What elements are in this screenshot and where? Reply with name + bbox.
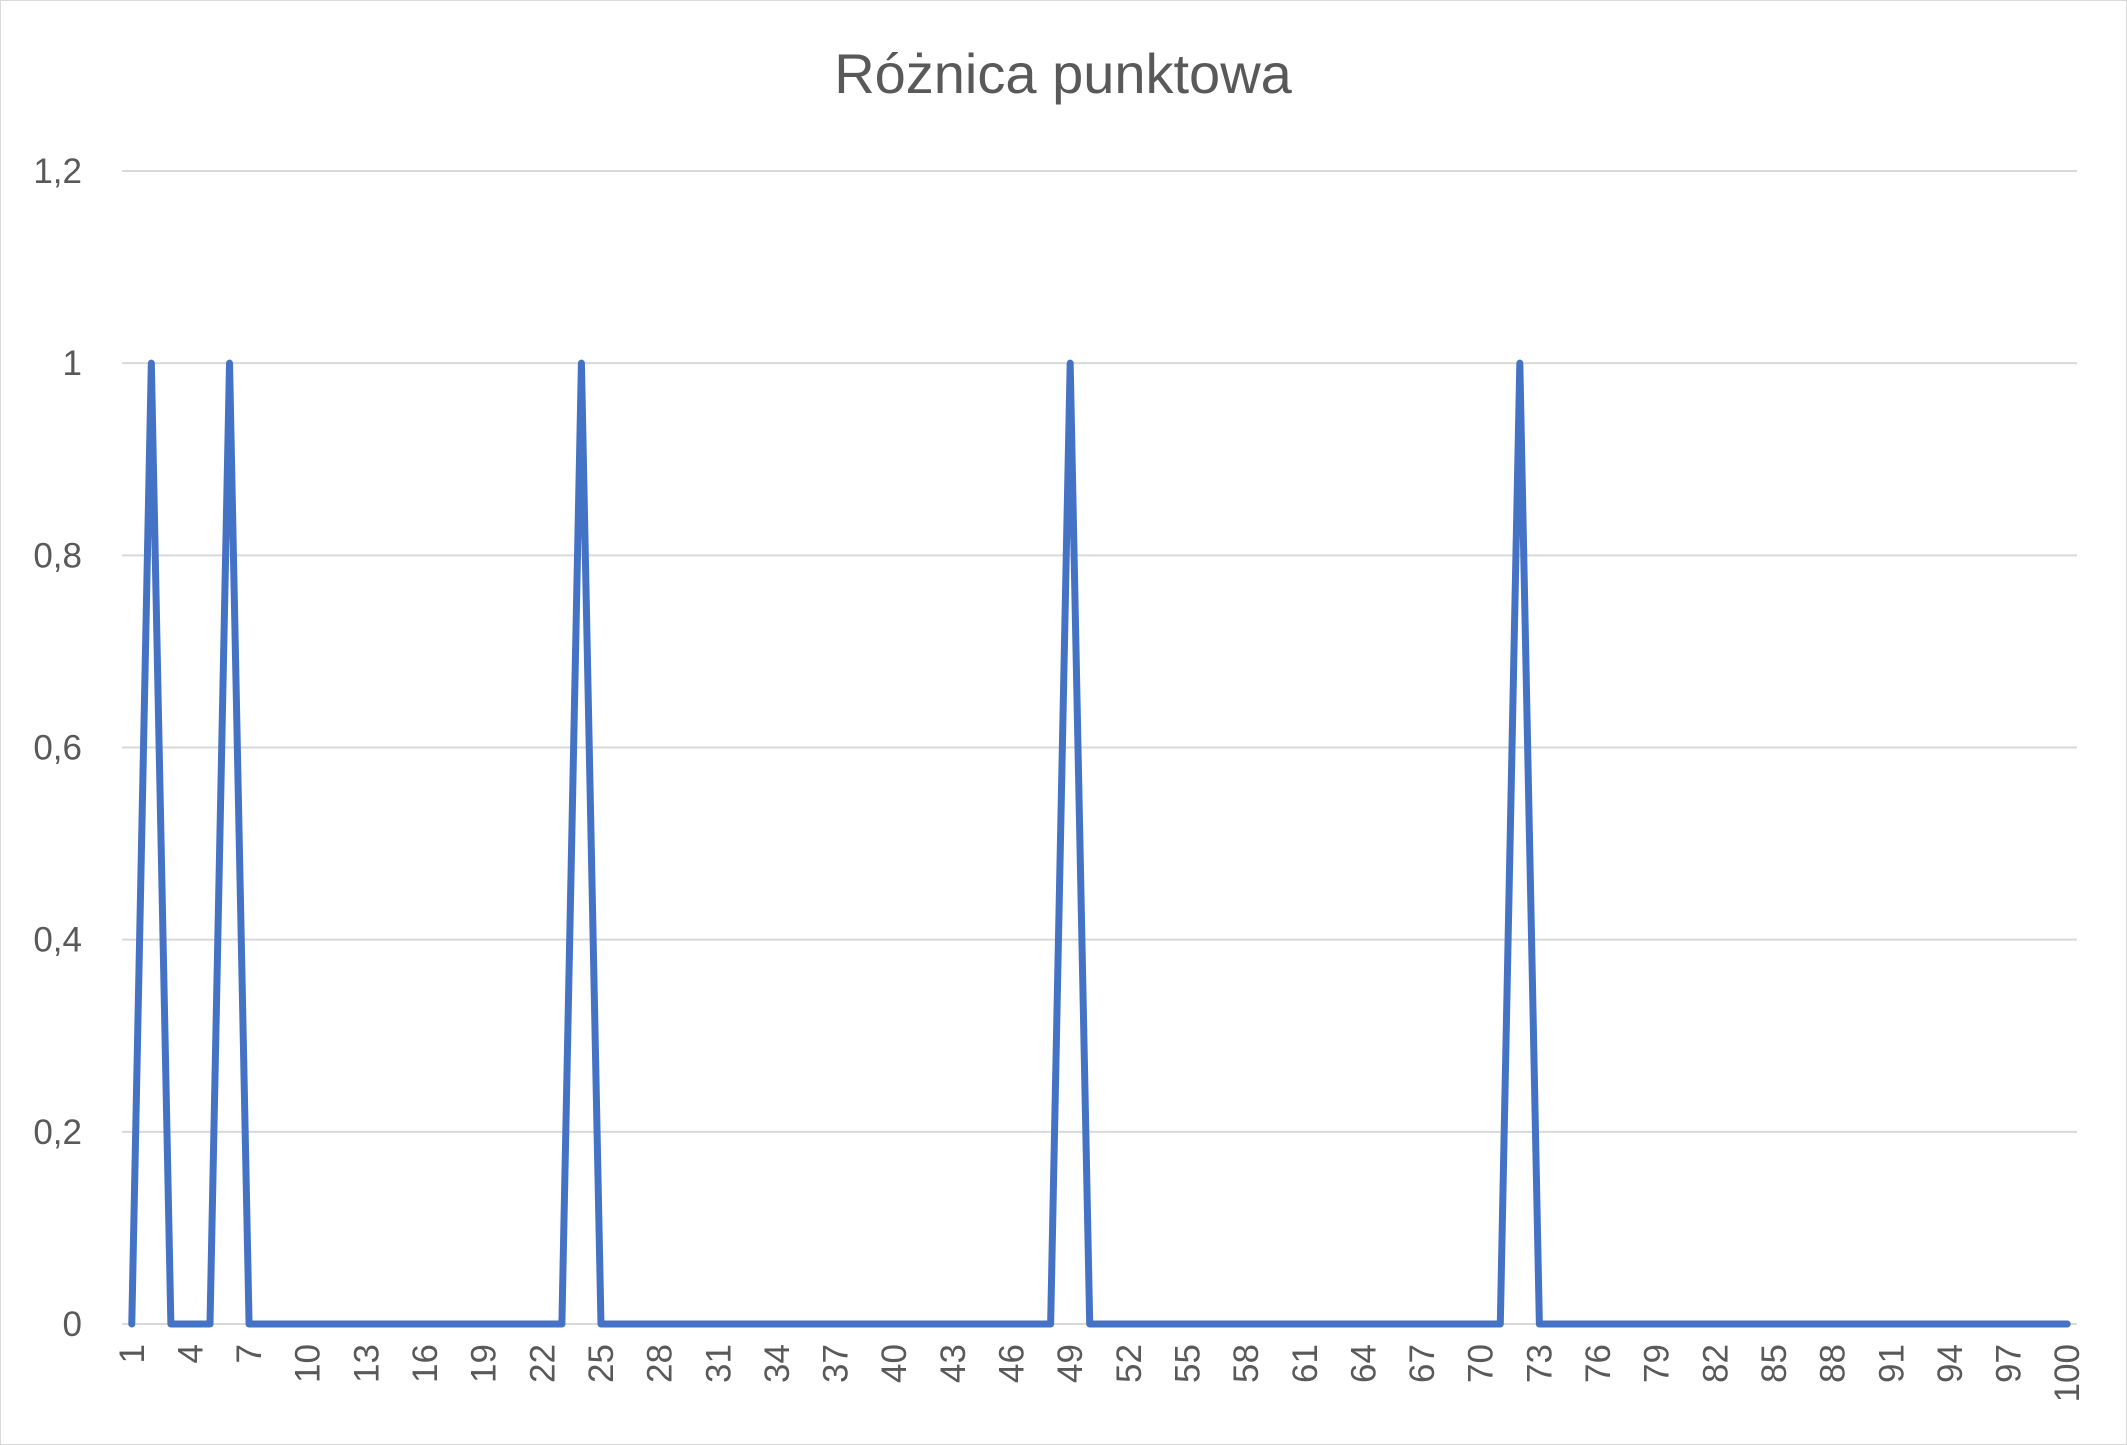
y-tick-label: 0,4 <box>33 921 82 960</box>
x-tick-label: 76 <box>1579 1344 1618 1383</box>
x-tick-label: 82 <box>1696 1344 1735 1383</box>
x-tick-label: 16 <box>406 1344 445 1383</box>
x-tick-label: 88 <box>1814 1344 1853 1383</box>
x-tick-label: 28 <box>641 1344 680 1383</box>
y-tick-label: 0,8 <box>33 536 82 575</box>
x-axis-tick-labels: 1 4 7 10 13 16 19 22 25 28 31 34 37 40 43 46 49 52 55 58 61 6… <box>113 1344 2087 1402</box>
x-tick-label: 19 <box>465 1344 504 1383</box>
y-tick-label: 0,2 <box>33 1113 82 1152</box>
series-line <box>128 359 2071 1328</box>
x-tick-label: 70 <box>1462 1344 1501 1383</box>
x-tick-label: 37 <box>817 1344 856 1383</box>
x-tick-label: 55 <box>1168 1344 1207 1383</box>
x-tick-label: 4 <box>171 1344 210 1363</box>
x-tick-label: 85 <box>1755 1344 1794 1383</box>
x-tick-label: 34 <box>758 1344 797 1383</box>
x-tick-label: 91 <box>1872 1344 1911 1383</box>
chart-title: Różnica punktowa <box>834 42 1292 105</box>
y-tick-label: 0 <box>63 1305 82 1344</box>
x-tick-label: 94 <box>1931 1344 1970 1383</box>
y-tick-label: 1,2 <box>33 152 82 191</box>
x-tick-label: 43 <box>934 1344 973 1383</box>
x-tick-label: 97 <box>1990 1344 2029 1383</box>
x-tick-label: 58 <box>1227 1344 1266 1383</box>
gridlines <box>122 170 2077 1325</box>
y-axis-tick-labels: 0 0,2 0,4 0,6 0,8 1 1,2 <box>33 152 82 1344</box>
x-tick-label: 22 <box>523 1344 562 1383</box>
x-tick-label: 79 <box>1638 1344 1677 1383</box>
x-tick-label: 10 <box>289 1344 328 1383</box>
x-tick-label: 31 <box>699 1344 738 1383</box>
x-tick-label: 73 <box>1520 1344 1559 1383</box>
x-tick-label: 40 <box>875 1344 914 1383</box>
x-tick-label: 49 <box>1051 1344 1090 1383</box>
x-tick-label: 61 <box>1286 1344 1325 1383</box>
x-tick-label: 1 <box>113 1344 152 1363</box>
x-tick-label: 64 <box>1344 1344 1383 1383</box>
x-tick-label: 7 <box>230 1344 269 1363</box>
y-tick-label: 1 <box>63 344 82 383</box>
x-tick-label: 25 <box>582 1344 621 1383</box>
series-layer <box>128 359 2071 1328</box>
x-tick-label: 67 <box>1403 1344 1442 1383</box>
x-tick-label: 52 <box>1110 1344 1149 1383</box>
x-tick-label: 46 <box>993 1344 1032 1383</box>
x-tick-label: 100 <box>2048 1344 2087 1402</box>
y-tick-label: 0,6 <box>33 729 82 768</box>
x-tick-label: 13 <box>347 1344 386 1383</box>
